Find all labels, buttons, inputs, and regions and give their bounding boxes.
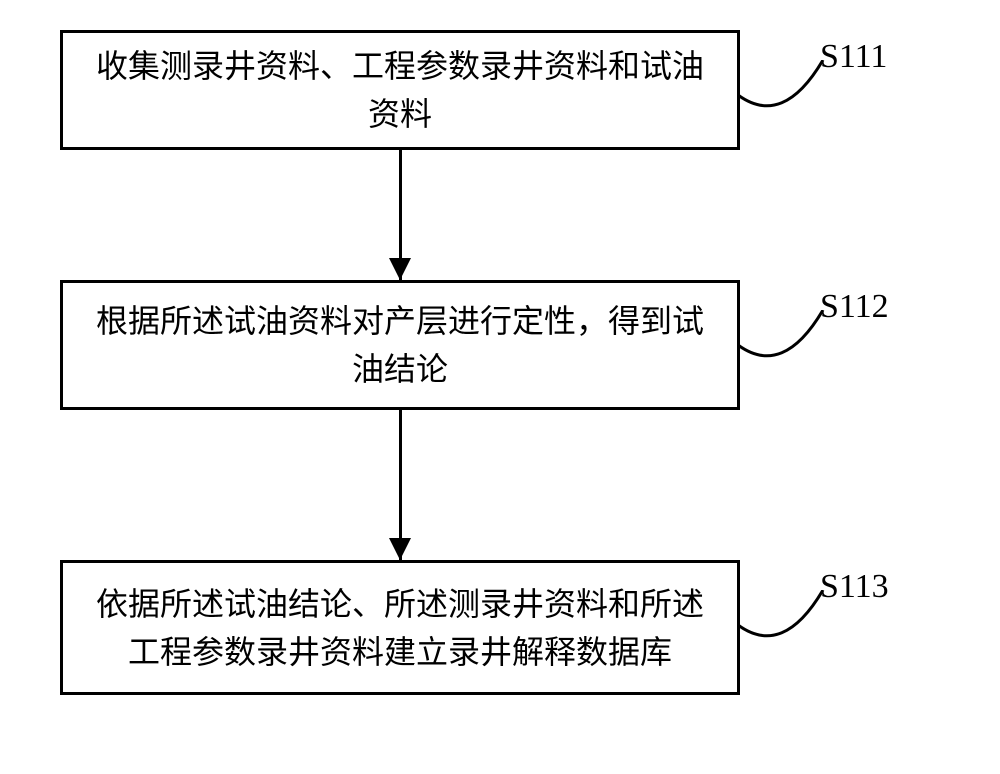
connector-s113 [738,590,828,660]
flowchart-container: 收集测录井资料、工程参数录井资料和试油资料 S111 根据所述试油资料对产层进行… [60,30,940,695]
box-text-s111: 收集测录井资料、工程参数录井资料和试油资料 [93,42,707,138]
step-s113: 依据所述试油结论、所述测录井资料和所述工程参数录井资料建立录井解释数据库 S11… [60,560,940,695]
box-text-s113: 依据所述试油结论、所述测录井资料和所述工程参数录井资料建立录井解释数据库 [93,580,707,676]
label-s111: S111 [820,38,887,76]
box-text-s112: 根据所述试油资料对产层进行定性，得到试油结论 [93,297,707,393]
box-s113: 依据所述试油结论、所述测录井资料和所述工程参数录井资料建立录井解释数据库 [60,560,740,695]
arrow-head-1 [389,258,411,280]
label-s113: S113 [820,568,889,606]
step-s111: 收集测录井资料、工程参数录井资料和试油资料 S111 [60,30,940,150]
label-s112: S112 [820,288,889,326]
arrow-2 [60,410,740,560]
connector-s112 [738,310,828,380]
box-s112: 根据所述试油资料对产层进行定性，得到试油结论 [60,280,740,410]
connector-s111 [738,60,828,130]
step-s112: 根据所述试油资料对产层进行定性，得到试油结论 S112 [60,280,940,410]
arrow-1 [60,150,740,280]
box-s111: 收集测录井资料、工程参数录井资料和试油资料 [60,30,740,150]
arrow-head-2 [389,538,411,560]
